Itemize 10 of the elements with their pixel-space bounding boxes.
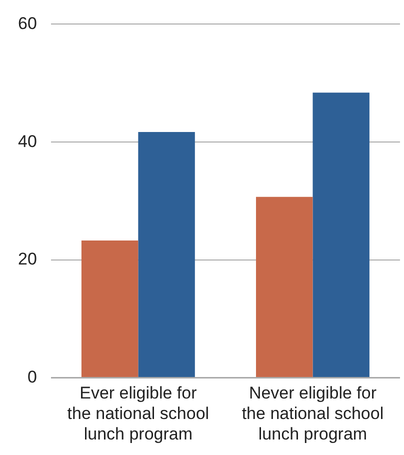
- y-tick-label: 20: [18, 250, 37, 269]
- y-tick-label: 60: [18, 14, 37, 33]
- bar: [138, 132, 195, 378]
- x-tick-label: Never eligible for the national school lunch program: [242, 384, 384, 444]
- y-tick-label: 40: [18, 132, 37, 151]
- y-tick-label: 0: [27, 367, 37, 386]
- bar: [81, 240, 138, 378]
- bar: [312, 92, 370, 378]
- x-tick-label: Ever eligible for the national school lunch program: [67, 384, 210, 444]
- bar: [256, 196, 313, 378]
